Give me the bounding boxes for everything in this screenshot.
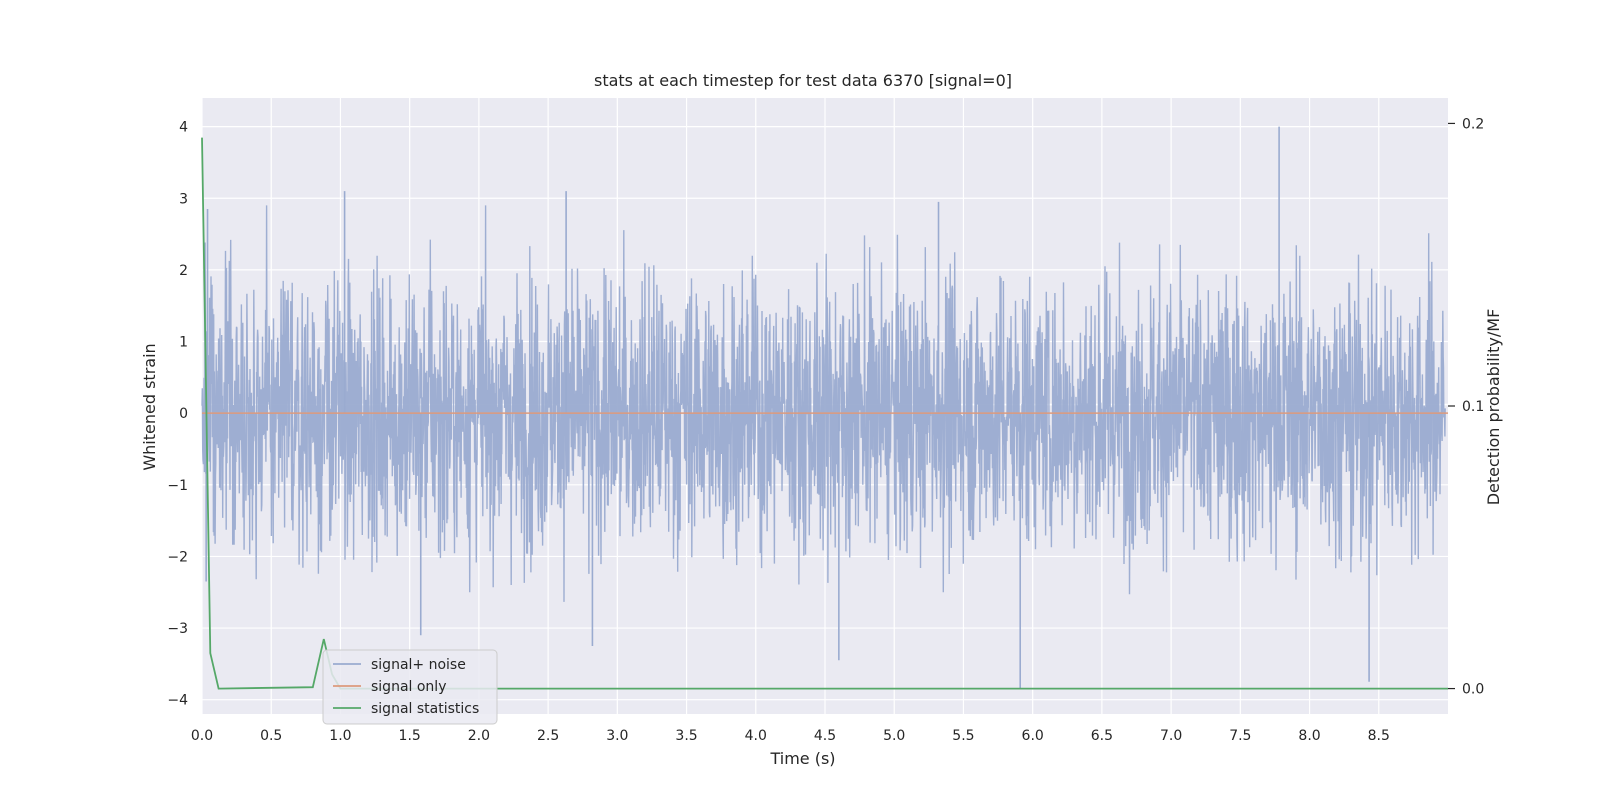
- x-tick-label: 8.0: [1298, 728, 1320, 744]
- x-tick-label: 5.0: [883, 728, 905, 744]
- legend-entry: signal+ noise: [371, 657, 466, 673]
- y2-tick-label: 0.1: [1462, 399, 1484, 415]
- x-tick-label: 4.0: [745, 728, 767, 744]
- y-tick-label: −1: [167, 478, 188, 494]
- x-tick-label: 0.0: [191, 728, 213, 744]
- series-signal-noise: [201, 126, 1446, 689]
- y2-tick-label: 0.2: [1462, 116, 1484, 132]
- x-tick-label: 7.0: [1160, 728, 1182, 744]
- y-axis-label: Whitened strain: [140, 343, 159, 470]
- y-tick-label: 1: [179, 335, 188, 351]
- chart-title: stats at each timestep for test data 637…: [594, 71, 1012, 90]
- x-tick-label: 8.5: [1368, 728, 1390, 744]
- y-tick-label: 2: [179, 263, 188, 279]
- x-tick-label: 7.5: [1229, 728, 1251, 744]
- y2-tick-label: 0.0: [1462, 682, 1484, 698]
- y2-axis-label: Detection probability/MF: [1484, 309, 1503, 506]
- x-tick-label: 3.0: [606, 728, 628, 744]
- legend: signal+ noise signal only signal statistic…: [322, 649, 498, 725]
- legend-box: [322, 649, 498, 725]
- y-tick-label: −4: [167, 693, 188, 709]
- y-tick-label: 0: [179, 406, 188, 422]
- x-tick-label: 2.0: [468, 728, 490, 744]
- x-tick-label: 1.5: [399, 728, 421, 744]
- x-tick-label: 5.5: [952, 728, 974, 744]
- y-tick-label: 3: [179, 191, 188, 207]
- legend-entry: signal statistics: [371, 701, 479, 717]
- legend-entry: signal only: [371, 679, 446, 695]
- x-tick-label: 3.5: [675, 728, 697, 744]
- x-tick-label: 6.5: [1091, 728, 1113, 744]
- x-tick-label: 0.5: [260, 728, 282, 744]
- noise-line: [201, 205, 1446, 602]
- x-tick-label: 2.5: [537, 728, 559, 744]
- axes: 0.0 0.5 1.0 1.5 2.0 2.5 3.0 3.5 4.0 4.5 5.0 5.5 6.0 6…: [167, 116, 1484, 744]
- x-tick-label: 1.0: [329, 728, 351, 744]
- y-tick-label: 4: [179, 120, 188, 136]
- x-tick-label: 4.5: [814, 728, 836, 744]
- y-tick-label: −3: [167, 621, 188, 637]
- x-tick-label: 6.0: [1022, 728, 1044, 744]
- y-tick-label: −2: [167, 549, 188, 565]
- x-axis-label: Time (s): [769, 749, 835, 768]
